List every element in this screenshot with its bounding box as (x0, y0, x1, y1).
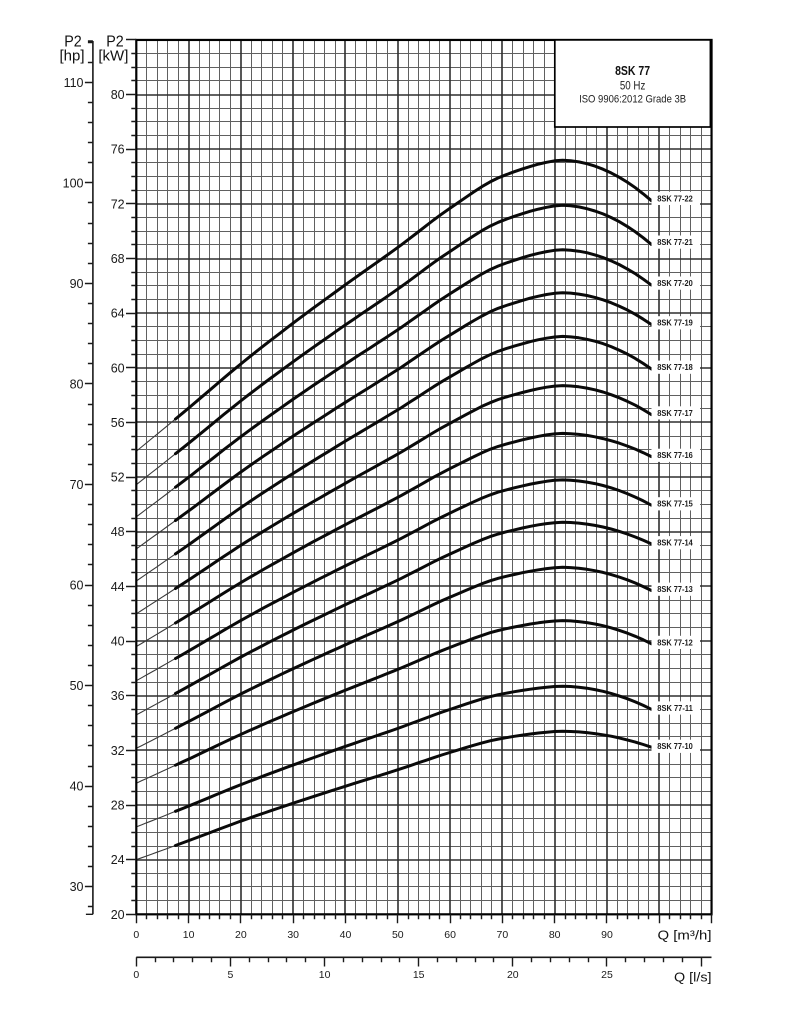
svg-text:[hp]: [hp] (59, 48, 84, 65)
svg-text:60: 60 (111, 361, 125, 375)
svg-text:90: 90 (601, 929, 613, 941)
svg-text:20: 20 (235, 929, 247, 941)
svg-text:5: 5 (227, 969, 233, 981)
svg-text:8SK 77: 8SK 77 (615, 64, 650, 78)
svg-text:Q [l/s]: Q [l/s] (674, 970, 712, 985)
svg-text:8SK 77-15: 8SK 77-15 (657, 500, 693, 509)
svg-text:40: 40 (111, 635, 125, 649)
svg-text:10: 10 (183, 929, 195, 941)
svg-text:56: 56 (111, 416, 125, 430)
svg-text:24: 24 (111, 853, 125, 867)
svg-text:10: 10 (319, 969, 331, 981)
svg-text:[kW]: [kW] (98, 48, 128, 65)
svg-text:0: 0 (133, 969, 139, 981)
svg-text:60: 60 (70, 579, 84, 593)
svg-text:50 Hz: 50 Hz (620, 81, 646, 93)
svg-text:40: 40 (340, 929, 352, 941)
svg-text:8SK 77-16: 8SK 77-16 (657, 451, 693, 460)
svg-text:8SK 77-12: 8SK 77-12 (657, 638, 693, 647)
svg-text:90: 90 (70, 277, 84, 291)
svg-text:28: 28 (111, 799, 125, 813)
svg-text:52: 52 (111, 471, 125, 485)
svg-text:8SK 77-18: 8SK 77-18 (657, 363, 693, 372)
svg-text:25: 25 (601, 969, 613, 981)
svg-text:64: 64 (111, 307, 125, 321)
svg-text:50: 50 (70, 679, 84, 693)
svg-text:72: 72 (111, 197, 125, 211)
svg-text:P2: P2 (106, 34, 124, 51)
svg-text:ISO 9906:2012 Grade 3B: ISO 9906:2012 Grade 3B (579, 94, 686, 106)
svg-text:70: 70 (70, 478, 84, 492)
svg-text:40: 40 (70, 780, 84, 794)
svg-text:8SK 77-13: 8SK 77-13 (657, 585, 693, 594)
svg-text:80: 80 (111, 88, 125, 102)
svg-text:60: 60 (444, 929, 456, 941)
svg-text:8SK 77-14: 8SK 77-14 (657, 539, 693, 548)
svg-text:20: 20 (507, 969, 519, 981)
svg-text:32: 32 (111, 744, 125, 758)
svg-text:8SK 77-21: 8SK 77-21 (657, 238, 693, 247)
svg-text:8SK 77-20: 8SK 77-20 (657, 279, 693, 288)
svg-text:76: 76 (111, 143, 125, 157)
svg-text:100: 100 (63, 176, 84, 190)
svg-text:30: 30 (287, 929, 299, 941)
svg-text:15: 15 (413, 969, 425, 981)
svg-text:80: 80 (549, 929, 561, 941)
svg-text:30: 30 (70, 880, 84, 894)
svg-text:P2: P2 (64, 34, 82, 51)
svg-text:8SK 77-17: 8SK 77-17 (657, 409, 693, 418)
svg-text:48: 48 (111, 525, 125, 539)
svg-text:44: 44 (111, 580, 125, 594)
svg-text:110: 110 (64, 76, 84, 90)
svg-text:68: 68 (111, 252, 125, 266)
svg-text:8SK 77-11: 8SK 77-11 (657, 704, 693, 713)
svg-text:20: 20 (111, 908, 125, 922)
svg-text:8SK 77-10: 8SK 77-10 (657, 742, 693, 751)
svg-text:0: 0 (133, 929, 139, 941)
svg-text:8SK 77-19: 8SK 77-19 (657, 319, 693, 328)
svg-text:70: 70 (497, 929, 509, 941)
svg-text:8SK 77-22: 8SK 77-22 (657, 194, 693, 203)
svg-text:80: 80 (70, 377, 84, 391)
svg-text:Q [m³/h]: Q [m³/h] (658, 927, 712, 942)
svg-text:50: 50 (392, 929, 404, 941)
svg-text:36: 36 (111, 689, 125, 703)
